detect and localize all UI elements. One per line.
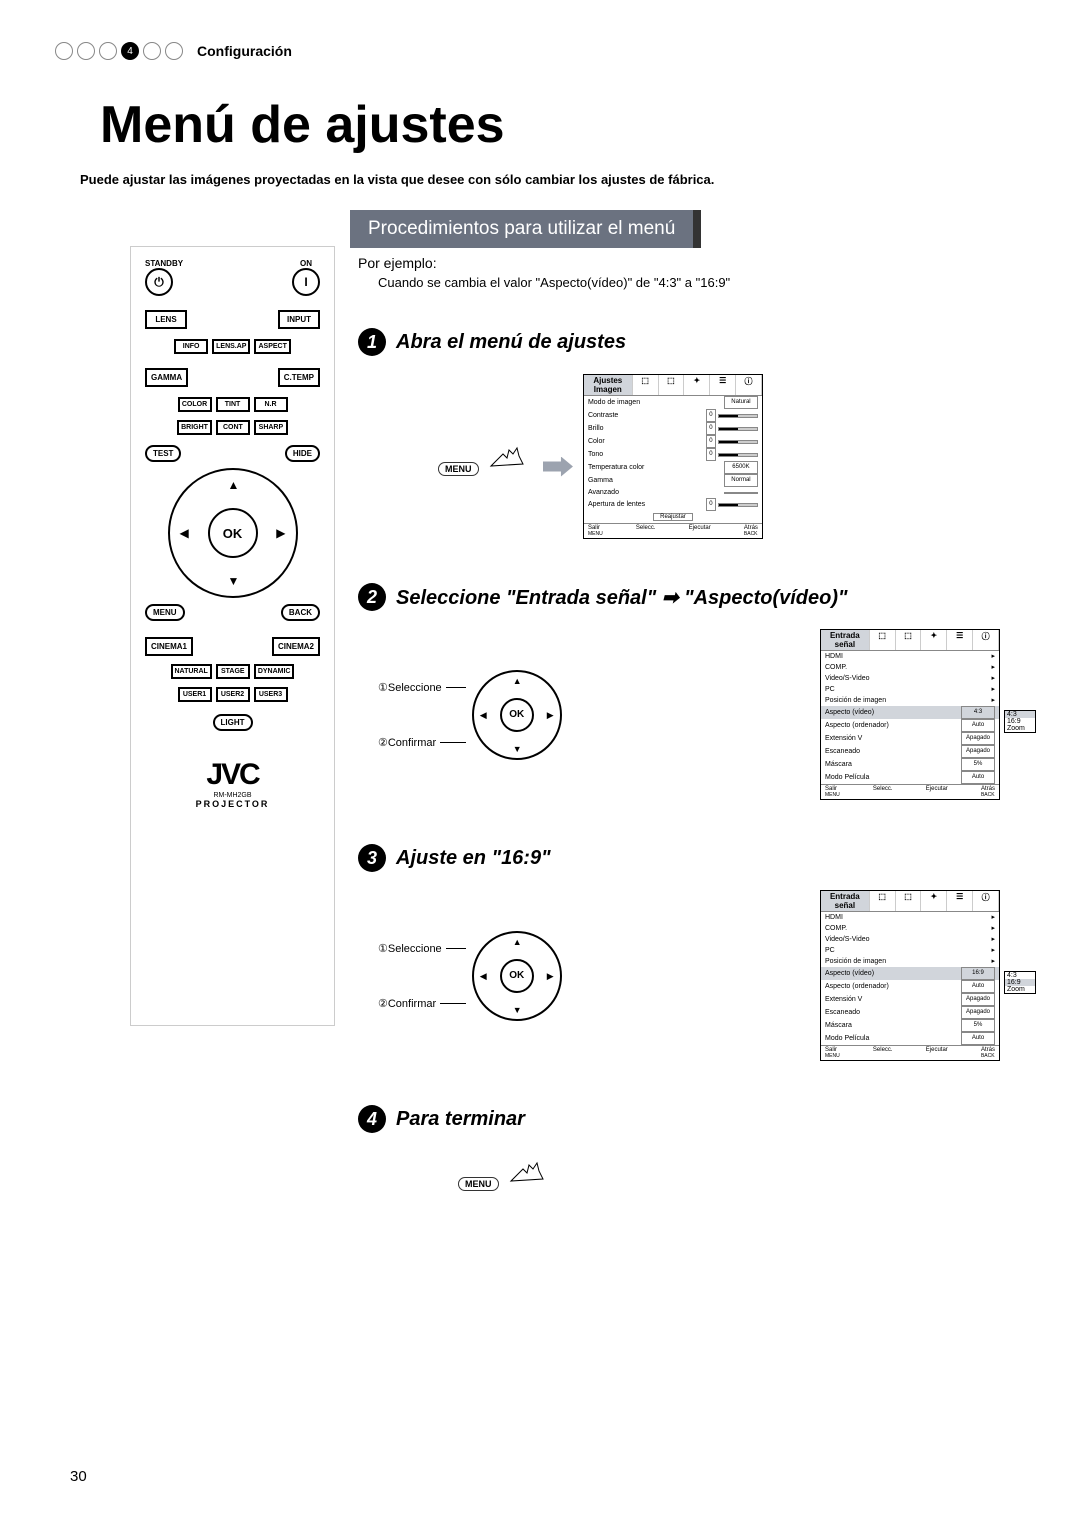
standby-label: STANDBY: [145, 259, 183, 268]
user1-button: USER1: [178, 687, 212, 702]
back-button: BACK: [281, 604, 320, 621]
user2-button: USER2: [216, 687, 250, 702]
step-4: 4 Para terminar MENU: [358, 1105, 1000, 1192]
osd-panel: Ajustes Imagen⬚⬚✦☰ⓘModo de imagenNatural…: [583, 374, 763, 539]
hand-press-icon-2: [503, 1151, 553, 1187]
light-button: LIGHT: [213, 714, 253, 731]
remote-diagram: STANDBY ⏻ ON I LENS INPUT INFO LENS.AP A…: [130, 246, 335, 1026]
example-text: Cuando se cambia el valor "Aspecto(vídeo…: [378, 275, 1000, 290]
step-1: 1 Abra el menú de ajustes MENU Ajustes I…: [358, 328, 1000, 539]
bc-step-6: [165, 42, 183, 60]
step-title-3: Ajuste en "16:9": [396, 847, 551, 870]
lensap-button: LENS.AP: [212, 339, 250, 354]
page-title: Menú de ajustes: [100, 95, 505, 155]
hand-press-icon: [483, 436, 533, 472]
user3-button: USER3: [254, 687, 288, 702]
content-area: Por ejemplo: Cuando se cambia el valor "…: [358, 255, 1000, 1192]
step-num-2: 2: [358, 583, 386, 611]
ok-center-2: OK: [500, 959, 534, 993]
osd-panel: Entrada señal⬚⬚✦☰ⓘHDMI▸COMP.▸Video/S-Vid…: [820, 629, 1000, 800]
on-label: ON: [292, 259, 320, 268]
breadcrumb: 4 Configuración: [55, 42, 292, 60]
osd-panel: Entrada señal⬚⬚✦☰ⓘHDMI▸COMP.▸Video/S-Vid…: [820, 890, 1000, 1061]
step-title-4: Para terminar: [396, 1108, 525, 1131]
remote-model: RM-MH2GB: [131, 792, 334, 799]
s2-select-label: ①Seleccione: [378, 681, 442, 694]
gamma-button: GAMMA: [145, 368, 188, 387]
bc-step-4: 4: [121, 42, 139, 60]
dynamic-button: DYNAMIC: [254, 664, 295, 679]
cinema1-button: CINEMA1: [145, 637, 193, 656]
menu-badge-2: MENU: [458, 1177, 499, 1191]
ok-pad: OK ▲ ▼ ◀ ▶: [168, 468, 298, 598]
step-title-1: Abra el menú de ajustes: [396, 331, 626, 354]
breadcrumb-title: Configuración: [197, 43, 292, 59]
s3-pre: Ajuste en ": [396, 847, 501, 869]
bc-step-5: [143, 42, 161, 60]
s2-mid: " ➡ ": [647, 587, 694, 609]
test-button: TEST: [145, 445, 181, 462]
tint-button: TINT: [216, 397, 250, 412]
section-heading: Procedimientos para utilizar el menú: [350, 210, 693, 248]
s2-post: ": [838, 587, 847, 609]
s3-em: 16:9: [501, 847, 541, 869]
s3-post: ": [541, 847, 550, 869]
down-arrow-icon: ▼: [228, 574, 240, 588]
step-num-3: 3: [358, 844, 386, 872]
natural-button: NATURAL: [171, 664, 212, 679]
cont-button: CONT: [216, 420, 250, 435]
color-button: COLOR: [178, 397, 212, 412]
hide-button: HIDE: [285, 445, 320, 462]
remote-projector-label: PROJECTOR: [131, 799, 334, 809]
up-arrow-icon: ▲: [228, 478, 240, 492]
s2-pre: Seleccione ": [396, 587, 516, 609]
step-num-4: 4: [358, 1105, 386, 1133]
bright-button: BRIGHT: [177, 420, 212, 435]
s2-em2: Aspecto(vídeo): [694, 587, 838, 609]
cinema2-button: CINEMA2: [272, 637, 320, 656]
aspect-button: ASPECT: [254, 339, 290, 354]
info-button: INFO: [174, 339, 208, 354]
ok-pad-small-2: OK ▲ ▼ ◀ ▶: [472, 931, 562, 1021]
step-2: 2 Seleccione "Entrada señal" ➡ "Aspecto(…: [358, 583, 1000, 800]
jvc-logo: JVC: [131, 758, 334, 792]
bc-step-2: [77, 42, 95, 60]
ok-button: OK: [208, 508, 258, 558]
menu-button: MENU: [145, 604, 185, 621]
ok-center: OK: [500, 698, 534, 732]
menu-badge: MENU: [438, 462, 479, 476]
step-title-2: Seleccione "Entrada señal" ➡ "Aspecto(ví…: [396, 585, 848, 610]
ok-pad-small: OK ▲ ▼ ◀ ▶: [472, 670, 562, 760]
s3-select-label: ①Seleccione: [378, 942, 442, 955]
stage-button: STAGE: [216, 664, 250, 679]
standby-button: ⏻: [145, 268, 173, 296]
input-button: INPUT: [278, 310, 320, 329]
on-button: I: [292, 268, 320, 296]
step-3: 3 Ajuste en "16:9" ①Seleccione ②Confirma…: [358, 844, 1000, 1061]
bc-step-1: [55, 42, 73, 60]
arrow-right-icon: [543, 457, 573, 477]
s2-em1: Entrada señal: [516, 587, 647, 609]
step-num-1: 1: [358, 328, 386, 356]
right-arrow-icon: ▶: [276, 526, 285, 540]
nr-button: N.R: [254, 397, 288, 412]
s2-confirm-label: ②Confirmar: [378, 736, 436, 749]
example-label: Por ejemplo:: [358, 255, 1000, 271]
lens-button: LENS: [145, 310, 187, 329]
page-subtitle: Puede ajustar las imágenes proyectadas e…: [80, 172, 1000, 187]
s3-confirm-label: ②Confirmar: [378, 997, 436, 1010]
ctemp-button: C.TEMP: [278, 368, 320, 387]
sharp-button: SHARP: [254, 420, 288, 435]
page-number: 30: [70, 1468, 87, 1485]
bc-step-3: [99, 42, 117, 60]
left-arrow-icon: ◀: [180, 526, 189, 540]
